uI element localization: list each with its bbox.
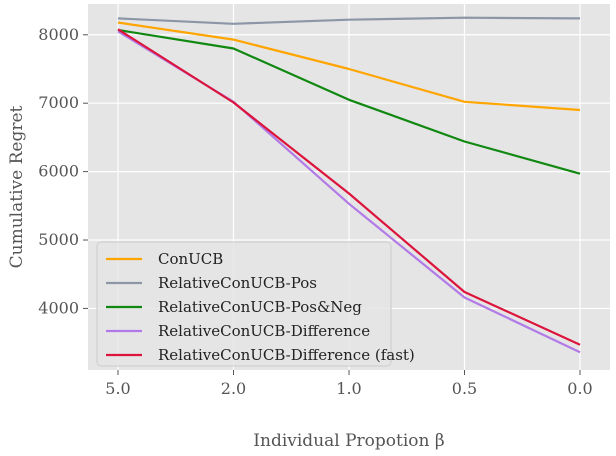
x-tick-label: 5.0	[105, 379, 130, 398]
y-tick-label: 4000	[38, 298, 79, 317]
series-lines	[117, 16, 581, 354]
y-axis-ticks: 4000 5000 6000 7000 8000	[38, 25, 88, 317]
legend-label: RelativeConUCB-Pos&Neg	[158, 298, 362, 316]
legend: ConUCB RelativeConUCB-Pos RelativeConUCB-P…	[96, 241, 415, 367]
x-tick-label: 0.5	[452, 379, 477, 398]
y-tick-label: 7000	[38, 93, 79, 112]
legend-label: RelativeConUCB-Difference	[158, 322, 370, 340]
x-tick-label: 1.0	[336, 379, 361, 398]
x-tick-label: 0.0	[567, 379, 592, 398]
series-line	[117, 21, 581, 112]
x-axis-ticks: 5.0 2.0 1.0 0.5 0.0	[105, 370, 593, 398]
x-axis-label: Individual Propotion β	[253, 431, 444, 451]
series-line	[117, 28, 581, 175]
x-tick-label: 2.0	[221, 379, 246, 398]
series-line	[117, 28, 581, 346]
legend-label: RelativeConUCB-Pos	[158, 274, 317, 292]
y-axis-label: Cumulative Regret	[7, 105, 27, 268]
series-line	[117, 16, 581, 25]
legend-label: ConUCB	[158, 250, 223, 268]
y-tick-label: 5000	[38, 230, 79, 249]
legend-box	[96, 241, 392, 367]
legend-label: RelativeConUCB-Difference (fast)	[158, 346, 415, 364]
y-tick-label: 8000	[38, 25, 79, 44]
y-tick-label: 6000	[38, 162, 79, 181]
